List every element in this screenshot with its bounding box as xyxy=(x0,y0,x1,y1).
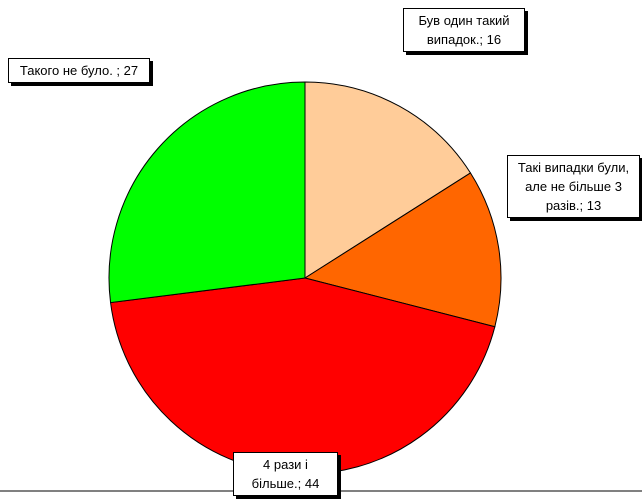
pie-slice xyxy=(303,172,502,328)
pie-slice xyxy=(304,81,472,279)
pie-slice xyxy=(108,81,306,304)
data-label: Був один такий випадок.; 16 xyxy=(403,8,525,52)
data-label: 4 рази і більше.; 44 xyxy=(233,452,338,496)
data-label: Такі випадки були, але не більше 3 разів… xyxy=(507,155,640,218)
data-label: Такого не було. ; 27 xyxy=(8,58,150,83)
